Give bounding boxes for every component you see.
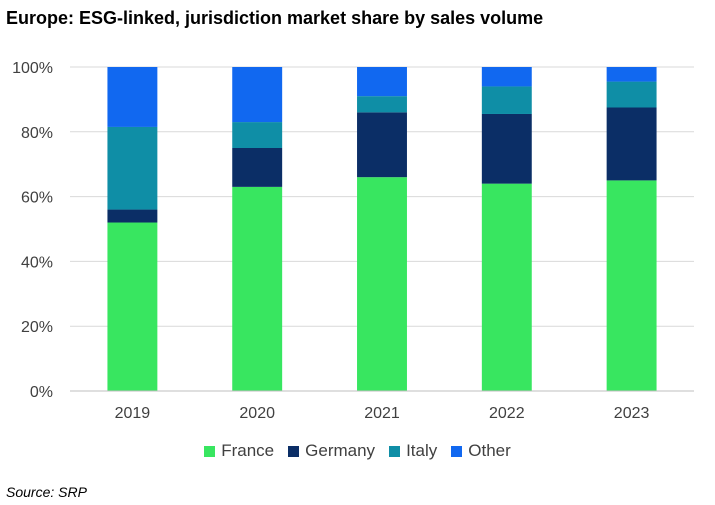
legend-label-italy: Italy xyxy=(406,441,438,460)
bar-stacks xyxy=(107,67,657,391)
chart-legend: France Germany Italy Other xyxy=(0,441,715,461)
y-tick-label: 100% xyxy=(12,60,53,77)
bar-segment-france-2023 xyxy=(606,180,657,391)
bar-segment-other-2019 xyxy=(107,67,158,127)
y-tick-label: 80% xyxy=(21,125,53,142)
x-tick-label: 2023 xyxy=(614,405,650,422)
x-tick-label: 2021 xyxy=(364,405,400,422)
legend-label-germany: Germany xyxy=(305,441,376,460)
bar-segment-italy-2021 xyxy=(357,96,407,113)
bar-segment-france-2020 xyxy=(232,186,283,391)
legend-item-germany: Germany xyxy=(288,441,375,461)
y-tick-label: 20% xyxy=(21,319,53,336)
bar-segment-france-2021 xyxy=(357,177,407,391)
legend-swatch-germany xyxy=(288,445,300,457)
bar-segment-germany-2023 xyxy=(606,107,657,181)
y-tick-label: 40% xyxy=(21,254,53,271)
legend-swatch-italy xyxy=(389,445,401,457)
chart-title: Europe: ESG-linked, jurisdiction market … xyxy=(6,8,544,28)
bar-segment-other-2023 xyxy=(606,67,657,82)
bar-segment-germany-2021 xyxy=(357,112,407,178)
bar-segment-other-2020 xyxy=(232,67,283,123)
legend-label-other: Other xyxy=(468,441,511,460)
bar-segment-other-2022 xyxy=(481,67,532,87)
legend-item-italy: Italy xyxy=(389,441,437,461)
x-tick-label: 2020 xyxy=(239,405,275,422)
bar-segment-italy-2020 xyxy=(232,122,283,148)
bar-segment-germany-2019 xyxy=(107,209,158,223)
axes: 0% 20% 40% 60% 80% 100% 2019 2020 2021 2022 2023 xyxy=(12,60,694,422)
x-tick-label: 2019 xyxy=(115,405,151,422)
y-tick-label: 60% xyxy=(21,190,53,207)
bar-segment-other-2021 xyxy=(357,67,407,97)
chart-plot-area: 0% 20% 40% 60% 80% 100% 2019 2020 2021 2022 2023 xyxy=(12,60,694,422)
bar-segment-italy-2019 xyxy=(107,126,158,210)
bar-segment-italy-2022 xyxy=(481,86,532,114)
bar-segment-germany-2020 xyxy=(232,148,283,187)
bar-segment-italy-2023 xyxy=(606,81,657,108)
source-note: Source: SRP xyxy=(6,484,87,500)
y-tick-label: 0% xyxy=(30,384,53,401)
x-tick-label: 2022 xyxy=(489,405,525,422)
bar-segment-france-2019 xyxy=(107,222,158,391)
legend-swatch-other xyxy=(451,445,463,457)
legend-label-france: France xyxy=(221,441,275,460)
bar-segment-germany-2022 xyxy=(481,113,532,184)
legend-item-other: Other xyxy=(451,441,511,461)
legend-swatch-france xyxy=(204,445,216,457)
bar-segment-france-2022 xyxy=(481,183,532,391)
legend-item-france: France xyxy=(204,441,274,461)
